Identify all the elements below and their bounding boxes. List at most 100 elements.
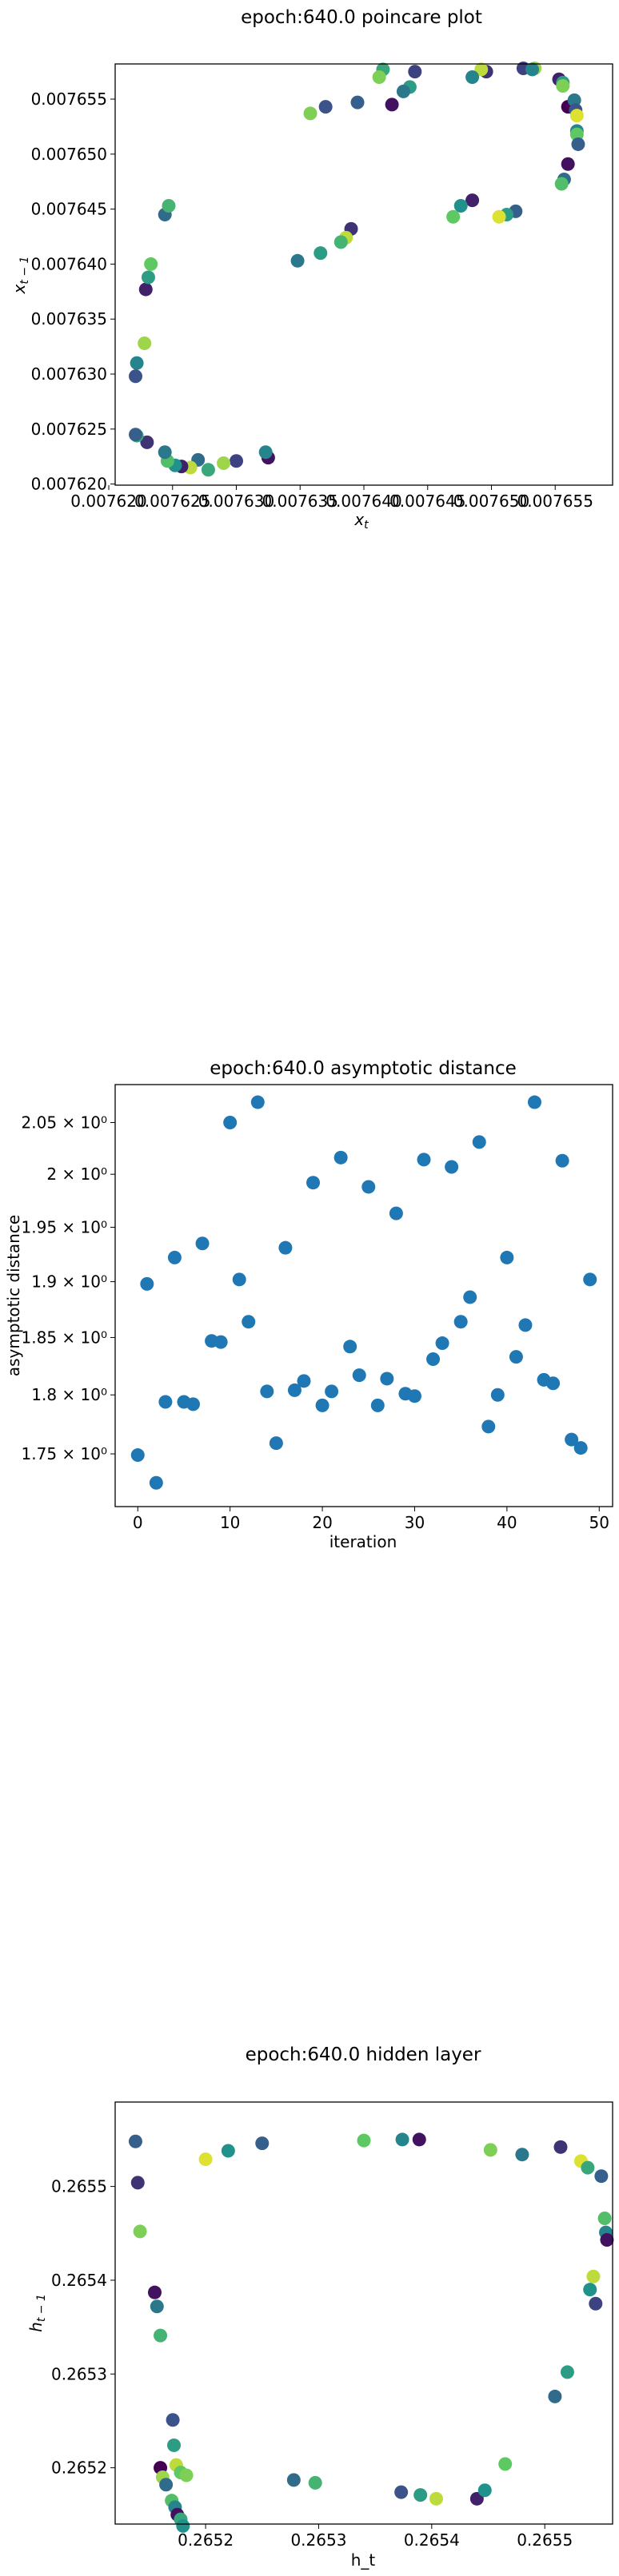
scatter-point: [147, 2285, 162, 2299]
x-tick-label: 0.2653: [290, 2530, 346, 2550]
y-tick-label: 1.8 × 10⁰: [31, 1385, 107, 1404]
scatter-point: [389, 1206, 403, 1220]
scatter-point: [385, 98, 399, 112]
y-tick-label: 1.95 × 10⁰: [22, 1218, 107, 1237]
scatter-point: [141, 270, 155, 285]
scatter-point: [133, 2224, 147, 2239]
scatter-point: [370, 1398, 385, 1412]
scatter-point: [325, 1384, 339, 1399]
scatter-point: [527, 1095, 541, 1109]
scatter-point: [159, 2478, 174, 2492]
x-axis-label: xt: [353, 510, 369, 532]
scatter-point: [492, 209, 506, 224]
chart-poincare-plot: epoch:640.0 poincare plot 0.007620 0.0076…: [10, 7, 613, 532]
scatter-point: [481, 1419, 496, 1434]
y-tick-label: 0.007620: [31, 475, 107, 494]
scatter-point: [158, 1395, 173, 1409]
y-tick-label: 0.007650: [31, 145, 107, 164]
scatter-point: [412, 2132, 426, 2147]
scatter-point: [548, 2389, 562, 2403]
scatter-point: [242, 1315, 256, 1329]
scatter-point: [490, 1388, 505, 1402]
scatter-point: [569, 127, 584, 141]
scatter-point: [429, 2491, 443, 2506]
scatter-point: [269, 1436, 283, 1451]
x-tick-label: 0: [133, 1513, 143, 1532]
scatter-point: [286, 2473, 301, 2487]
scatter-point: [167, 2438, 182, 2452]
y-tick-label: 0.007630: [31, 364, 107, 384]
y-axis-label: ht − 1: [26, 2294, 48, 2332]
scatter-point: [130, 356, 144, 370]
y-tick-label: 0.2654: [51, 2271, 107, 2290]
x-axis-label: iteration: [329, 1532, 397, 1551]
scatter-point: [472, 1135, 486, 1149]
scatter-point: [518, 1318, 533, 1332]
scatter-point: [144, 257, 158, 271]
scatter-point: [417, 1153, 431, 1167]
scatter-point: [567, 93, 581, 107]
y-axis-label: xt − 1: [10, 257, 31, 295]
scatter-point: [600, 2232, 614, 2247]
scatter-point: [413, 2488, 428, 2502]
scatter-point: [343, 1340, 357, 1354]
scatter-point: [515, 2148, 529, 2162]
y-tick-label: 1.75 × 10⁰: [22, 1444, 107, 1463]
y-tick-label: 0.2652: [51, 2459, 107, 2478]
scatter-point: [372, 70, 386, 85]
scatter-point: [546, 1376, 561, 1391]
y-tick-label: 0.2655: [51, 2177, 107, 2196]
chart-title: epoch:640.0 hidden layer: [246, 2044, 481, 2065]
scatter-point: [313, 246, 328, 261]
chart-title: epoch:640.0 asymptotic distance: [210, 1058, 517, 1079]
chart-title: epoch:640.0 poincare plot: [241, 7, 482, 28]
scatter-point: [394, 2485, 409, 2499]
scatter-point: [128, 2134, 142, 2148]
y-tick-label: 0.007645: [31, 200, 107, 219]
chart-hidden-layer: epoch:640.0 hidden layer 0.2652 0.2653 0.2…: [26, 2044, 614, 2570]
plot-frame: [114, 1084, 613, 1507]
x-tick-label: 0.007645: [389, 492, 465, 511]
scatter-point: [483, 2143, 497, 2157]
scatter-point: [166, 2413, 180, 2427]
scatter-point: [581, 2160, 595, 2175]
scatter-point: [569, 109, 584, 123]
scatter-point: [278, 1240, 293, 1255]
x-tick-label: 0.007635: [262, 492, 338, 511]
scatter-point: [554, 177, 569, 191]
scatter-point: [129, 369, 143, 384]
scatter-point: [395, 2132, 409, 2147]
scatter-point: [583, 1272, 597, 1287]
x-tick-label: 0.007655: [517, 492, 593, 511]
scatter-point: [556, 79, 570, 94]
scatter-point: [463, 1290, 477, 1304]
y-tick-label: 1.9 × 10⁰: [31, 1272, 107, 1292]
scatter-point: [407, 1389, 421, 1403]
scatter-point: [446, 209, 461, 224]
scatter-point: [308, 2475, 322, 2490]
scatter-point: [361, 1180, 376, 1194]
scatter-point: [498, 2457, 513, 2471]
x-tick-label: 50: [589, 1513, 609, 1532]
scatter-point: [260, 1384, 274, 1399]
scatter-point: [186, 1397, 201, 1411]
scatter-point: [223, 1115, 238, 1129]
scatter-point: [586, 2269, 601, 2283]
scatter-point: [525, 62, 540, 77]
y-tick-label: 2.05 × 10⁰: [22, 1113, 107, 1132]
scatter-point: [560, 2365, 574, 2379]
scatter-point: [597, 2211, 612, 2225]
plot-frame: [114, 63, 613, 486]
scatter-point: [350, 95, 365, 109]
scatter-point: [561, 157, 575, 171]
scatter-point: [555, 1153, 569, 1168]
scatter-point: [290, 253, 305, 268]
x-tick-label: 0.2654: [404, 2530, 460, 2550]
scatter-point: [306, 1176, 321, 1190]
scatter-point: [453, 1315, 468, 1329]
scatter-point: [465, 70, 480, 85]
scatter-point: [150, 2299, 164, 2314]
scatter-point: [250, 1095, 265, 1109]
scatter-point: [176, 2518, 190, 2533]
x-tick-label: 0.007640: [325, 492, 401, 511]
